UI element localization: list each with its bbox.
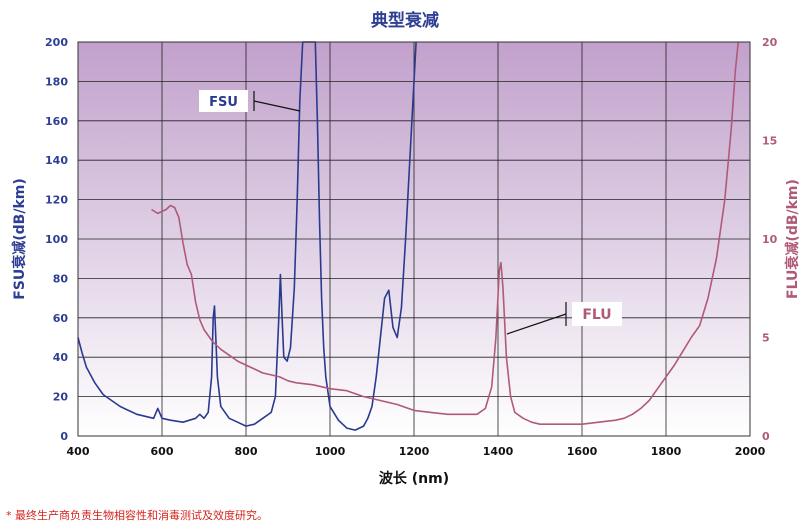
y-left-tick-label: 40 xyxy=(53,351,69,364)
x-tick-label: 800 xyxy=(235,445,258,458)
x-tick-label: 1800 xyxy=(651,445,682,458)
series-annotations: FSU FLU xyxy=(199,90,622,335)
x-tick-label: 2000 xyxy=(735,445,766,458)
series-line-fsu xyxy=(77,41,417,431)
y-left-tick-label: 80 xyxy=(53,272,69,285)
y-right-tick-label: 5 xyxy=(762,332,770,345)
y-left-tick-label: 200 xyxy=(45,36,68,49)
flu-callout-label: FLU xyxy=(582,307,611,323)
fsu-callout-box xyxy=(199,90,248,112)
y-right-tick-label: 20 xyxy=(762,36,778,49)
y-left-tick-label: 60 xyxy=(53,312,69,325)
y-axis-label-left: FSU衰减(dB/km) xyxy=(11,178,28,300)
series-group xyxy=(77,41,739,431)
chart-title: 典型衰减 xyxy=(371,11,439,31)
y-axis-label-right: FLU衰减(dB/km) xyxy=(784,179,801,299)
y-left-tick-label: 100 xyxy=(45,233,68,246)
x-tick-label: 1400 xyxy=(483,445,514,458)
y-left-tick-label: 20 xyxy=(53,391,69,404)
flu-callout-box xyxy=(572,302,622,326)
series-line-flu xyxy=(151,41,739,426)
x-axis-label: 波长 (nm) xyxy=(379,470,449,487)
x-tick-label: 1200 xyxy=(399,445,430,458)
y-right-tick-label: 0 xyxy=(762,430,770,443)
axis-labels: 波长 (nm) FSU衰减(dB/km) FLU衰减(dB/km) xyxy=(11,178,801,487)
y-left-tick-label: 160 xyxy=(45,115,68,128)
fsu-callout-leader xyxy=(253,100,301,112)
plot-frame xyxy=(77,41,751,437)
fsu-callout-label: FSU xyxy=(209,95,238,110)
y-right-tick-label: 15 xyxy=(762,135,777,148)
x-tick-label: 600 xyxy=(151,445,174,458)
y-left-tick-label: 180 xyxy=(45,75,68,88)
tick-labels: 400 600 800 1000 1200 1400 1600 1800 20000204060… xyxy=(45,36,778,458)
x-tick-label: 1600 xyxy=(567,445,598,458)
y-left-tick-label: 120 xyxy=(45,194,68,207)
y-left-tick-label: 140 xyxy=(45,154,68,167)
y-left-tick-label: 0 xyxy=(60,430,68,443)
y-right-tick-label: 10 xyxy=(762,233,778,246)
x-tick-label: 400 xyxy=(67,445,90,458)
flu-callout-leader xyxy=(506,313,567,335)
footnote: * 最终生产商负责生物相容性和消毒测试及效度研究。 xyxy=(6,509,268,522)
x-tick-label: 1000 xyxy=(315,445,346,458)
